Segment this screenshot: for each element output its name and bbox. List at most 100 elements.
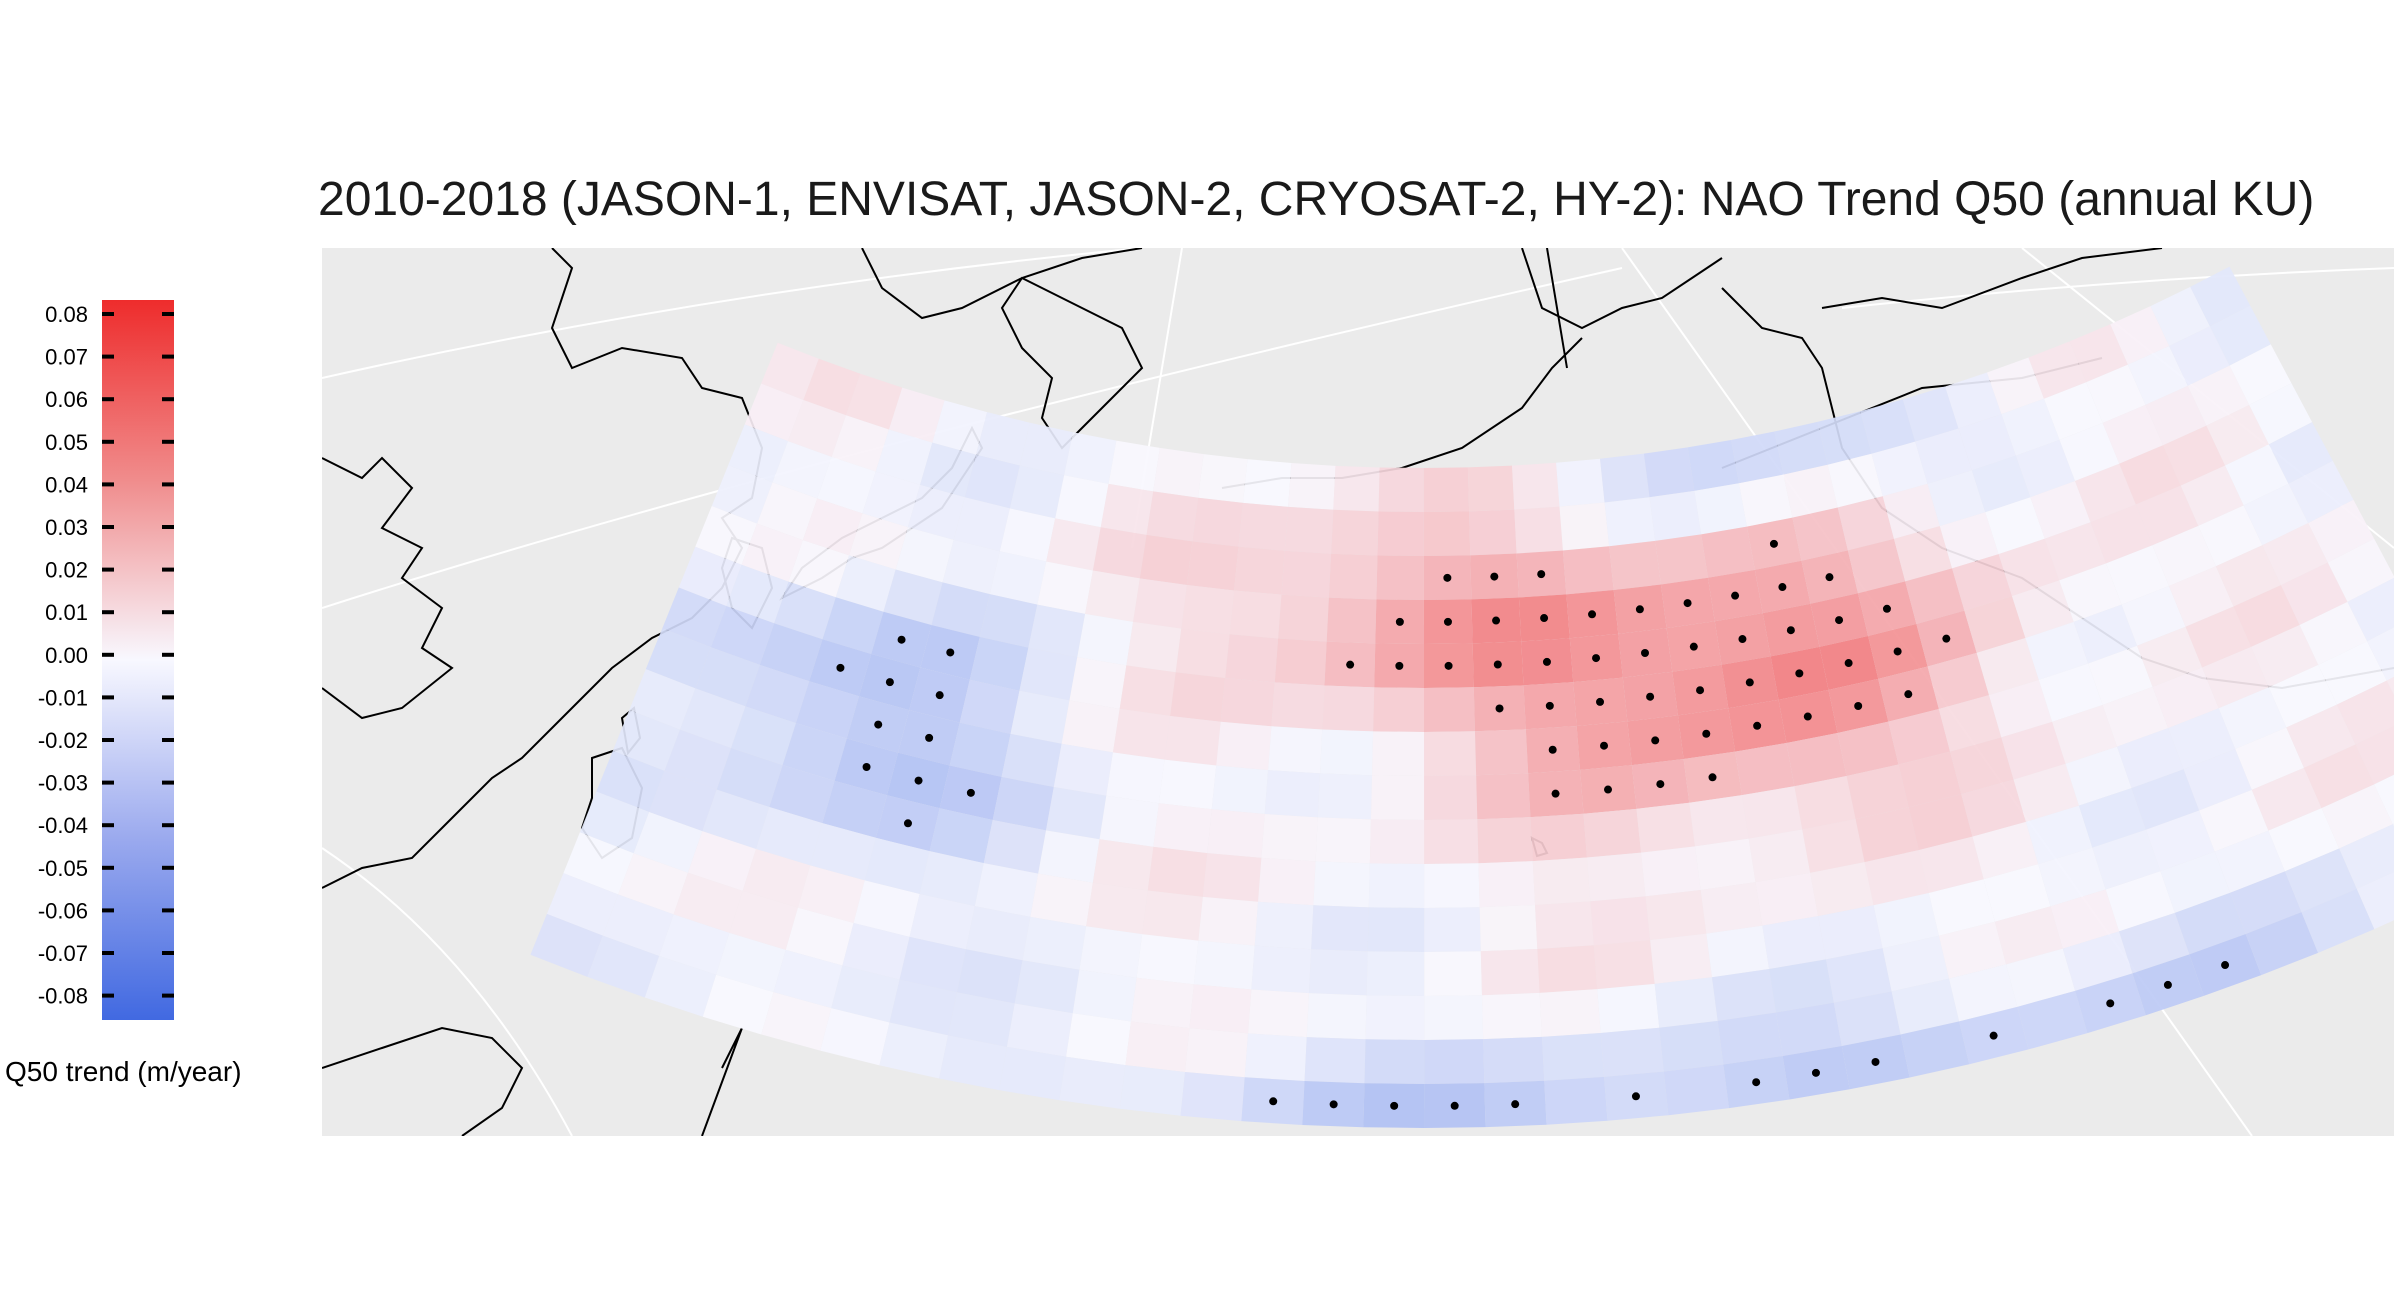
trend-cell <box>1952 554 2013 611</box>
siberia-coast <box>861 248 1143 320</box>
trend-cell <box>1125 1021 1190 1072</box>
trend-cell <box>1139 534 1193 586</box>
trend-cell <box>810 823 876 881</box>
trend-cell <box>1755 872 1819 926</box>
significance-dot <box>1731 591 1740 600</box>
trend-cell <box>1810 862 1874 917</box>
significance-dot <box>1752 1078 1761 1087</box>
trend-cell <box>744 383 804 442</box>
trend-cell <box>742 848 811 908</box>
trend-cell <box>1258 857 1316 906</box>
significance-dot <box>874 720 883 729</box>
trend-cell <box>1126 621 1182 673</box>
trend-cell <box>2187 365 2250 426</box>
trend-cell <box>999 1046 1067 1101</box>
trend-cell <box>1271 682 1325 730</box>
significance-dot <box>1450 1101 1459 1110</box>
trend-cell <box>1649 490 1702 541</box>
trend-cell <box>761 992 832 1051</box>
significance-dot <box>1753 721 1762 730</box>
trend-cell <box>2355 725 2394 785</box>
trend-cell <box>1423 467 1470 512</box>
trend-cell <box>2386 676 2394 696</box>
trend-cell <box>1100 483 1154 535</box>
trend-cell <box>2127 345 2188 405</box>
trend-cell <box>1837 721 1899 777</box>
trend-cell <box>1643 447 1695 498</box>
trend-cell <box>1590 896 1651 946</box>
trend-cell <box>2078 788 2146 848</box>
trend-cell <box>2229 344 2292 405</box>
trend-cell <box>1860 399 1916 454</box>
trend-cell <box>1556 458 1605 507</box>
trend-cell <box>1604 497 1656 547</box>
trend-cell <box>1717 1012 1783 1065</box>
significance-dots <box>836 539 2230 1110</box>
significance-dot <box>1882 604 1891 613</box>
trend-cell <box>1372 731 1425 776</box>
trend-cell <box>2102 404 2164 464</box>
trend-cell <box>1600 1027 1664 1077</box>
trend-cell <box>2321 784 2393 849</box>
trend-cell <box>1189 984 1252 1034</box>
significance-dot <box>1548 745 1557 754</box>
trend-cell <box>1479 905 1538 952</box>
trend-cell <box>579 791 650 854</box>
significance-dot <box>897 635 906 644</box>
trend-cell <box>959 679 1020 734</box>
trend-cell <box>1663 1064 1730 1116</box>
trend-cell <box>1092 839 1154 891</box>
significance-dot <box>1395 617 1404 626</box>
trend-cell <box>2251 767 2322 831</box>
trend-cell <box>1367 907 1425 952</box>
trend-cell <box>1146 491 1199 542</box>
trend-cell <box>1731 431 1784 484</box>
trend-cell <box>1010 690 1070 744</box>
trend-cell <box>1069 657 1127 709</box>
new-guinea <box>322 1026 524 1136</box>
trend-cell <box>2038 663 2103 722</box>
trend-cell <box>662 587 727 648</box>
trend-cell <box>1077 613 1134 666</box>
trend-cell <box>1333 465 1380 512</box>
trend-cell <box>1769 959 1834 1013</box>
trend-cell <box>1001 733 1062 788</box>
trend-cell <box>787 399 846 457</box>
trend-cell <box>563 832 634 895</box>
significance-dot <box>885 678 894 687</box>
trend-cell <box>2183 749 2252 811</box>
trend-cell <box>1700 882 1763 934</box>
legend-title: Q50 trend (m/year) <box>5 1056 242 1087</box>
trend-cell <box>1882 483 1940 539</box>
trend-cell <box>2150 286 2210 346</box>
trend-cell <box>1654 977 1718 1028</box>
trend-cell <box>2015 439 2076 498</box>
trend-cell <box>1243 459 1292 507</box>
trend-cell <box>1370 775 1425 820</box>
trend-cell <box>2052 705 2118 764</box>
trend-cell <box>864 837 930 894</box>
trend-cell <box>1320 729 1374 776</box>
trend-cell <box>919 851 984 907</box>
trend-cell <box>629 669 696 730</box>
trend-cell <box>2268 664 2337 728</box>
trend-cell <box>2038 847 2106 907</box>
trend-cell <box>2152 525 2216 587</box>
trend-cell <box>1905 568 1965 624</box>
map-panel <box>322 248 2394 1136</box>
legend-tick-label: 0.07 <box>45 345 88 370</box>
trend-cell <box>1229 590 1282 639</box>
trend-cell <box>1711 969 1776 1021</box>
trend-cell <box>602 894 674 956</box>
significance-dot <box>1390 1101 1399 1110</box>
significance-dot <box>1490 572 1499 581</box>
trend-cell <box>2185 606 2252 668</box>
trend-cell <box>1164 715 1221 766</box>
trend-cell <box>1053 743 1113 796</box>
significance-dot <box>1493 660 1502 669</box>
trend-cell <box>1424 731 1477 776</box>
trend-cell <box>1537 945 1598 993</box>
trend-cell <box>1364 1039 1425 1084</box>
trend-cell <box>1888 709 1951 765</box>
trend-cell <box>1424 819 1479 864</box>
